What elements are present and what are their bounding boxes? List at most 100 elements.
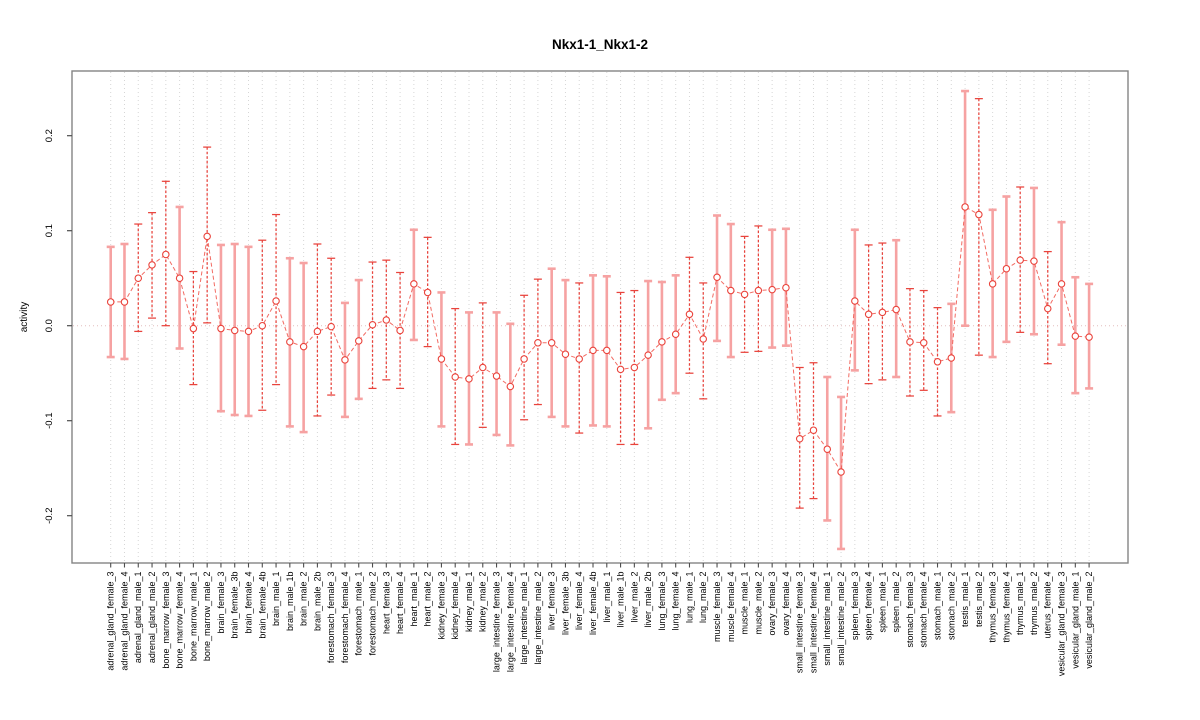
x-tick-label: muscle_female_3	[712, 572, 722, 643]
data-point	[837, 468, 845, 476]
data-point	[382, 316, 391, 324]
x-tick-label: large_intestine_female_4	[505, 572, 515, 673]
x-tick-label: muscle_female_4	[726, 572, 736, 643]
data-point	[230, 326, 239, 335]
x-tick-label: adrenal_gland_male_1	[133, 572, 143, 664]
data-point	[644, 351, 652, 359]
x-tick-label: uterus_female_4	[1043, 572, 1053, 639]
data-point	[795, 434, 804, 443]
x-tick-label: testis_male_2	[974, 571, 984, 627]
x-tick-label: ovary_female_4	[781, 572, 791, 636]
data-point	[616, 365, 625, 374]
x-tick-label: lung_female_4	[671, 572, 681, 631]
data-point	[492, 372, 501, 380]
plot-border	[71, 70, 1129, 564]
series-line	[110, 206, 1090, 474]
x-tick-label: kidney_male_1	[464, 572, 474, 633]
x-tick-label: liver_male_2	[629, 572, 639, 623]
data-point	[341, 356, 349, 364]
x-tick-label: bone_marrow_female_4	[175, 572, 185, 669]
data-point	[906, 338, 914, 346]
data-point	[823, 445, 832, 453]
data-point	[1057, 280, 1066, 288]
data-point	[479, 363, 487, 372]
data-point	[671, 330, 680, 338]
x-tick-label: spleen_male_1	[877, 572, 887, 633]
x-tick-label: liver_female_3b	[560, 572, 570, 636]
x-tick-label: heart_male_1	[409, 572, 419, 627]
x-tick-label: thymus_female_4	[1001, 572, 1011, 643]
data-point	[988, 280, 997, 288]
data-point	[630, 363, 639, 372]
x-tick-label: thymus_male_2	[1029, 572, 1039, 636]
x-tick-label: heart_male_2	[423, 572, 433, 627]
x-tick-label: adrenal_gland_female_4	[119, 572, 129, 671]
x-tick-label: liver_male_1	[602, 572, 612, 623]
x-tick-label: muscle_male_2	[753, 572, 763, 635]
x-tick-label: liver_female_4b	[588, 572, 598, 636]
y-tick-label: -0.1	[44, 413, 55, 429]
x-tick-label: adrenal_gland_female_3	[106, 572, 116, 671]
data-point	[327, 322, 335, 331]
data-point	[740, 290, 749, 299]
data-point	[175, 274, 184, 282]
x-tick-label: heart_female_4	[395, 572, 405, 635]
x-tick-label: brain_male_1b	[285, 572, 295, 632]
data-point	[589, 346, 597, 355]
x-tick-label: stomach_male_1	[932, 572, 942, 641]
data-point	[658, 338, 666, 346]
x-tick-label: small_intestine_male_2	[836, 572, 846, 666]
data-point	[299, 342, 308, 351]
x-tick-label: adrenal_gland_male_2	[147, 572, 157, 664]
x-tick-label: brain_male_2b	[312, 572, 322, 632]
data-point	[520, 355, 528, 363]
x-tick-label: liver_female_3	[547, 572, 557, 631]
x-tick-label: ovary_female_3	[767, 572, 777, 636]
x-tick-label: vesicular_gland_male_2	[1084, 572, 1094, 669]
chart-title: Nkx1-1_Nkx1-2	[552, 37, 648, 52]
x-tick-label: vesicular_gland_female_3	[1057, 572, 1067, 677]
data-point	[148, 261, 156, 269]
data-point	[258, 321, 267, 330]
data-point	[313, 327, 322, 336]
data-point	[1085, 333, 1093, 341]
data-point	[685, 310, 694, 319]
data-point	[410, 280, 418, 288]
x-tick-label: spleen_female_3	[850, 572, 860, 641]
data-point	[120, 298, 129, 306]
data-point	[575, 355, 583, 363]
x-tick-label: large_intestine_female_3	[492, 572, 502, 673]
data-point	[1044, 304, 1052, 313]
data-point	[547, 339, 556, 347]
data-point	[189, 324, 198, 333]
data-point	[203, 232, 211, 241]
x-tick-label: stomach_female_4	[919, 572, 929, 648]
data-point	[272, 297, 280, 305]
x-tick-label: liver_male_2b	[643, 572, 653, 628]
x-tick-label: spleen_male_2	[891, 572, 901, 633]
x-tick-label: bone_marrow_female_3	[161, 572, 171, 669]
x-tick-label: brain_male_2	[299, 572, 309, 627]
x-tick-label: liver_male_1b	[616, 572, 626, 628]
x-tick-label: small_intestine_female_4	[808, 572, 818, 674]
data-point	[561, 350, 570, 358]
x-tick-label: brain_female_3	[216, 572, 226, 634]
x-tick-label: lung_male_1	[684, 572, 694, 624]
y-tick-label: -0.2	[44, 508, 55, 524]
data-point	[162, 250, 170, 259]
x-tick-label: brain_female_4	[243, 572, 253, 634]
x-tick-label: kidney_female_4	[450, 572, 460, 640]
data-point	[244, 327, 253, 336]
x-tick-label: brain_female_3b	[230, 572, 240, 639]
data-point	[754, 286, 763, 295]
x-tick-label: stomach_male_2	[946, 572, 956, 641]
data-point	[768, 285, 776, 294]
data-point	[1030, 257, 1038, 265]
x-tick-label: forestomach_male_2	[367, 572, 377, 656]
data-point	[396, 326, 404, 335]
data-point	[809, 426, 818, 434]
data-point	[919, 339, 928, 347]
data-point	[878, 308, 887, 317]
